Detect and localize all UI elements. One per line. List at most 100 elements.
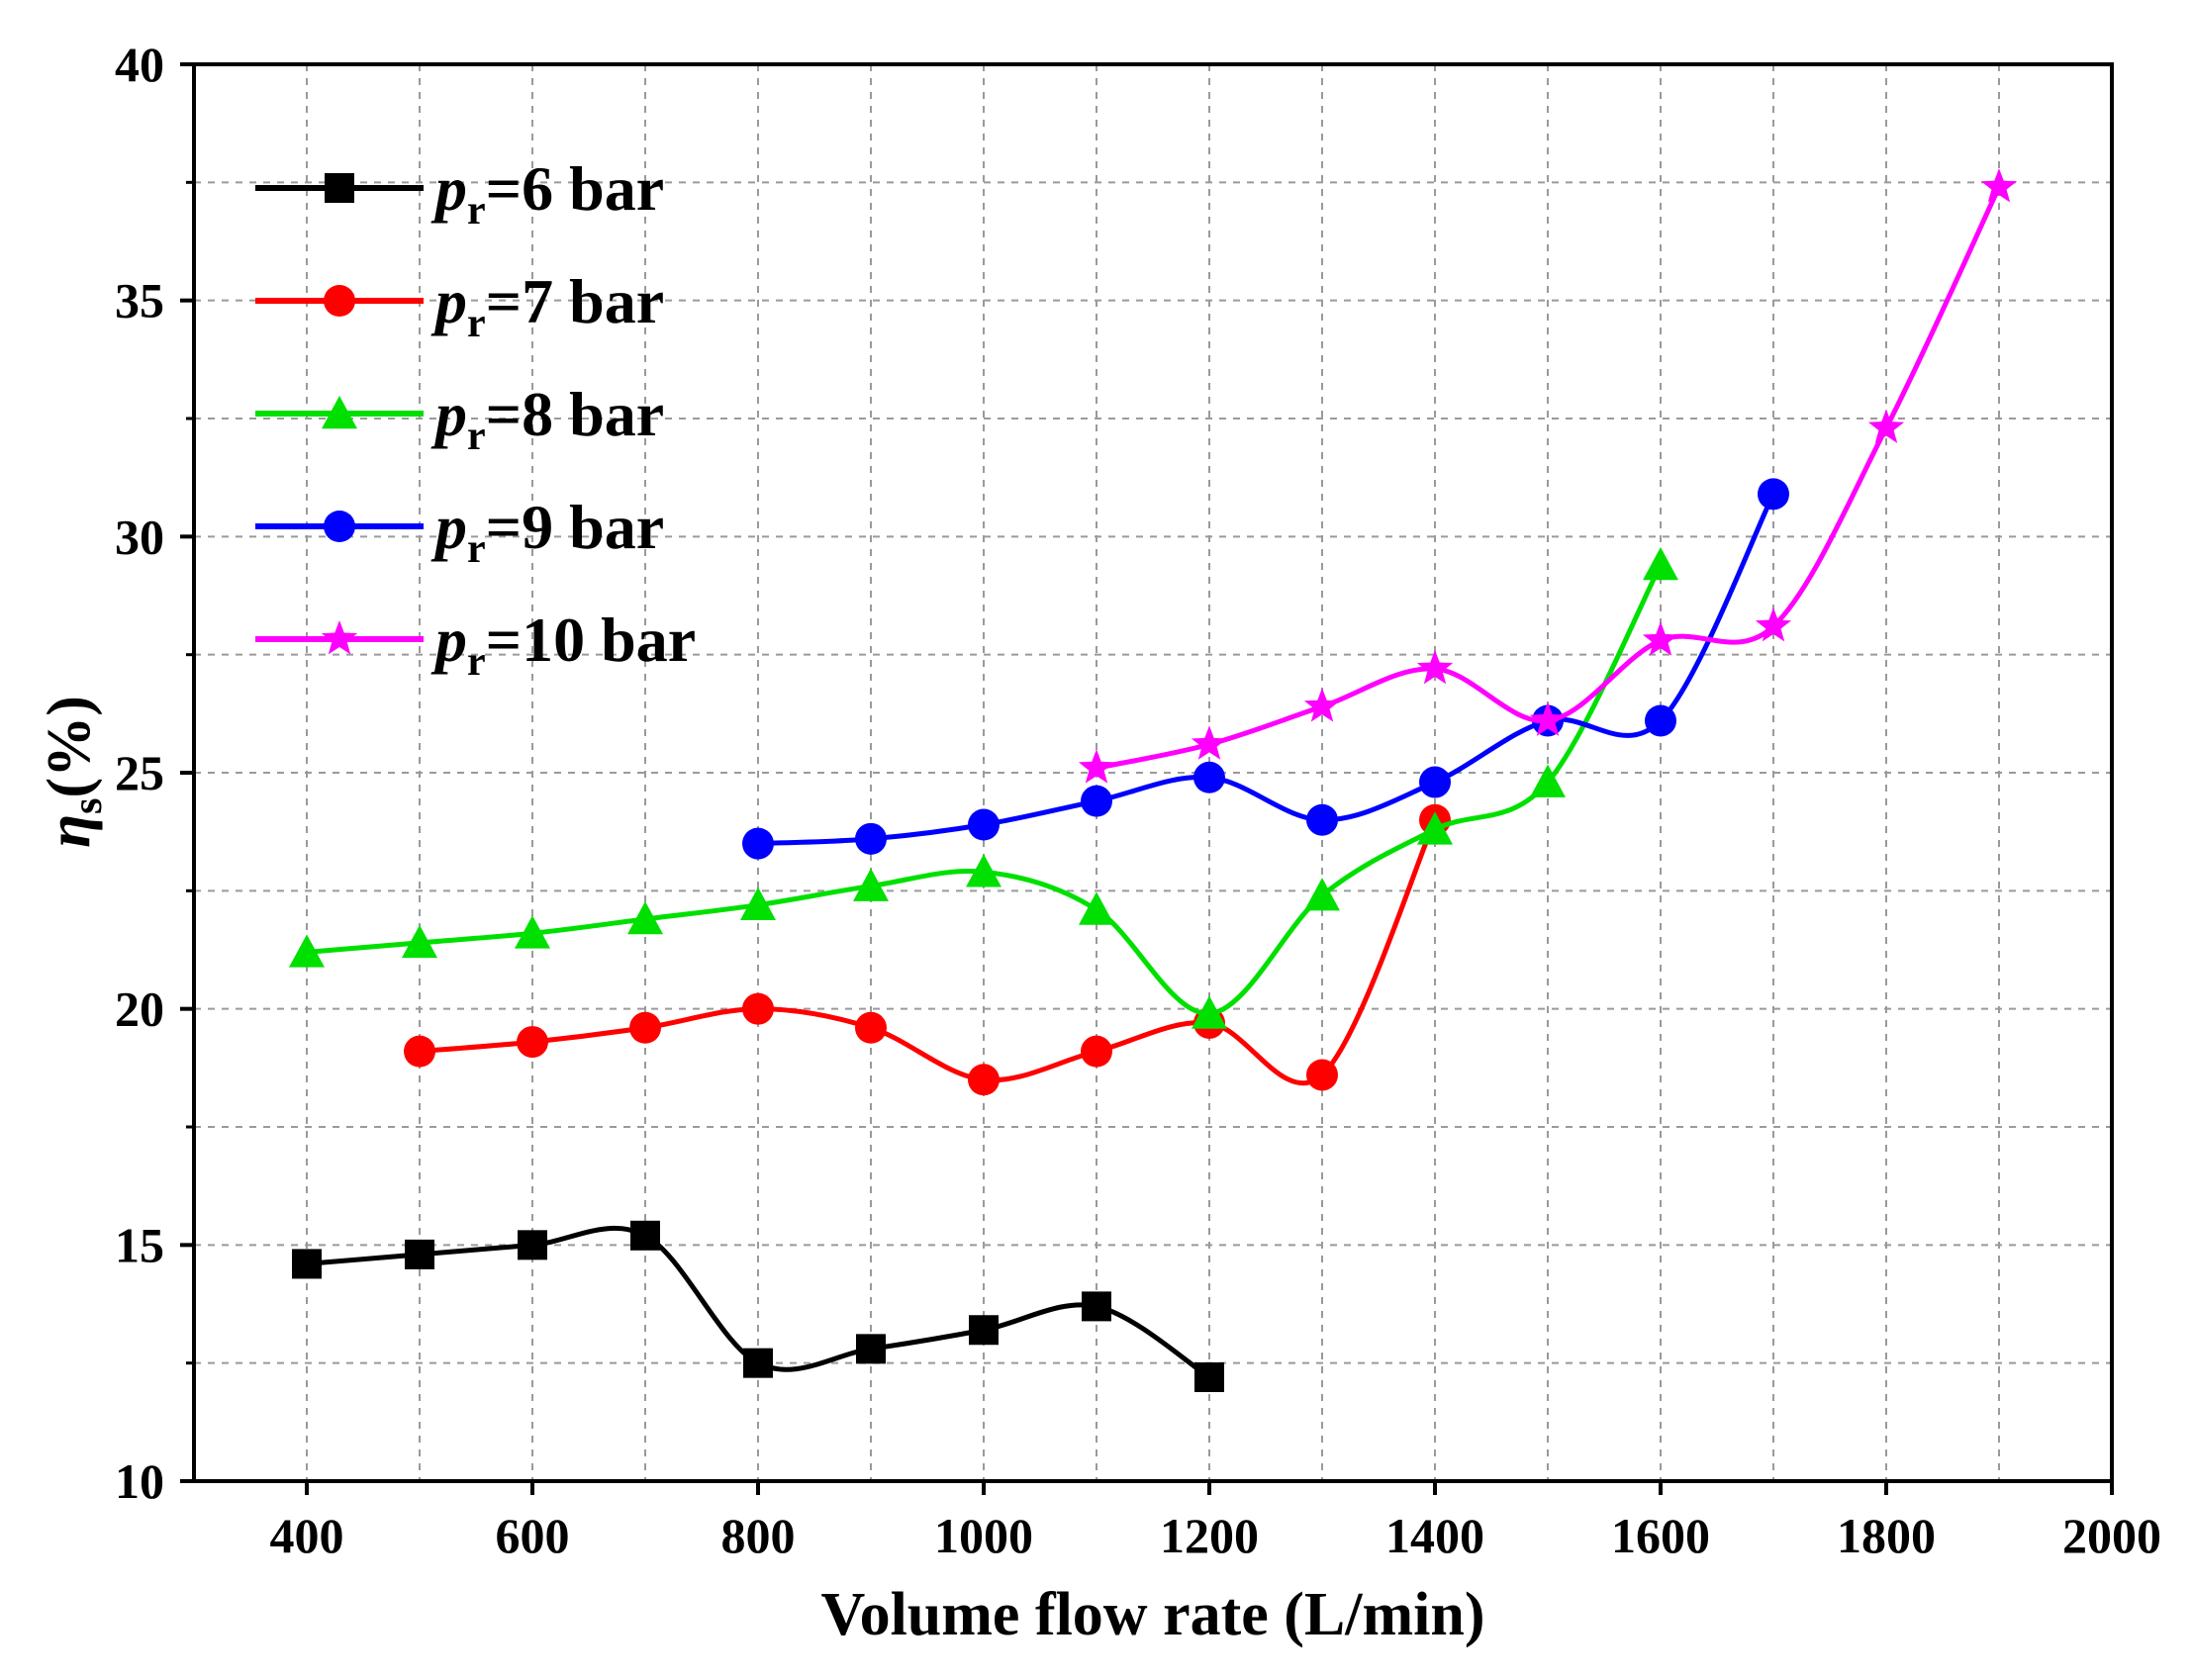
series-line [306, 563, 1664, 1016]
data-point [1642, 621, 1679, 656]
data-point [855, 1011, 887, 1044]
data-point [1530, 764, 1566, 797]
x-tick-label: 1400 [1385, 1508, 1484, 1563]
legend-label-symbol: p [430, 266, 467, 336]
data-point [292, 1249, 322, 1279]
x-tick-label: 1000 [934, 1508, 1033, 1563]
data-point [629, 1011, 661, 1044]
legend-label-value: =10 bar [486, 605, 696, 675]
x-tick-label: 400 [270, 1508, 344, 1563]
data-point [1306, 1059, 1338, 1091]
x-tick-label: 600 [496, 1508, 570, 1563]
legend-label-value: =9 bar [486, 492, 664, 562]
data-point [1306, 803, 1338, 836]
legend-label: pr=9 bar [430, 492, 664, 572]
data-point [1643, 546, 1678, 581]
data-point [517, 1026, 548, 1059]
legend-label: pr=10 bar [430, 605, 696, 685]
data-point [1078, 749, 1115, 784]
x-tick-label: 800 [721, 1508, 796, 1563]
series-line [419, 818, 1438, 1086]
y-tick-label: 35 [115, 273, 164, 328]
legend-item-4: pr=9 bar [255, 492, 664, 572]
data-point [966, 854, 1001, 887]
data-point [1082, 1291, 1111, 1322]
data-point [630, 1220, 660, 1251]
data-point [1191, 725, 1228, 760]
legend-label-value: =7 bar [486, 266, 664, 336]
data-point [968, 808, 1000, 841]
data-point [1419, 766, 1451, 798]
data-point [742, 827, 774, 860]
series-3 [289, 546, 1678, 1029]
legend-label-subscript: r [467, 526, 486, 572]
x-tick-label: 1800 [1837, 1508, 1936, 1563]
legend-item-2: pr=7 bar [255, 266, 664, 346]
y-tick-label: 20 [115, 981, 164, 1037]
legend-label-symbol: p [430, 153, 467, 224]
x-axis-title: Volume flow rate (L/min) [820, 1581, 1484, 1648]
data-point [405, 1239, 434, 1269]
y-tick-label: 15 [115, 1217, 164, 1272]
y-tick-label: 10 [115, 1453, 164, 1509]
x-tick-label: 2000 [2062, 1508, 2161, 1563]
grid [194, 64, 2112, 1481]
data-point [1192, 995, 1227, 1029]
legend-label: pr=8 bar [430, 379, 664, 459]
data-point [1980, 168, 2018, 203]
y-axis-symbol: η [36, 814, 103, 848]
data-point [518, 1230, 547, 1260]
legend-item-1: pr=6 bar [255, 153, 664, 233]
data-point [627, 900, 663, 935]
legend-label-symbol: p [430, 605, 467, 675]
legend-label-subscript: r [467, 188, 486, 233]
data-point [402, 924, 437, 959]
data-point [1529, 701, 1567, 736]
data-point [1417, 811, 1453, 845]
legend-marker [322, 396, 357, 429]
data-point [289, 934, 325, 968]
legend-label: pr=7 bar [430, 266, 664, 346]
series-4 [742, 478, 1789, 860]
series-1 [292, 1220, 1224, 1392]
legend-label-symbol: p [430, 379, 467, 449]
data-point [1079, 891, 1114, 925]
data-point [1755, 607, 1792, 642]
data-point [1081, 1035, 1112, 1068]
data-point [742, 992, 774, 1025]
data-point [1758, 478, 1789, 511]
data-point [853, 868, 889, 901]
y-tick-label: 30 [115, 509, 164, 564]
legend-label-subscript: r [467, 414, 486, 459]
legend-label-value: =8 bar [486, 379, 664, 449]
series-layer [289, 168, 2018, 1392]
axis-ticks: 400 600 800 1000 1200 1400 1600 1800 2000 10 15 20 2… [115, 37, 2161, 1563]
legend-marker [324, 511, 355, 542]
data-point [1081, 785, 1112, 817]
legend-marker [325, 173, 354, 203]
series-5 [1078, 168, 2018, 784]
data-point [1193, 761, 1225, 793]
x-tick-label: 1200 [1160, 1508, 1259, 1563]
y-axis-title: ηs(%) [36, 696, 111, 848]
data-point [515, 915, 550, 949]
data-point [1867, 409, 1905, 443]
legend-label-subscript: r [467, 301, 486, 346]
data-point [1303, 688, 1341, 722]
legend-label-value: =6 bar [486, 153, 664, 224]
data-point [1645, 704, 1676, 737]
data-point [969, 1315, 999, 1346]
data-point [855, 822, 887, 855]
legend-item-5: pr=10 bar [255, 605, 696, 685]
data-point [743, 1348, 773, 1378]
x-tick-label: 1600 [1611, 1508, 1710, 1563]
legend-item-3: pr=8 bar [255, 379, 664, 459]
data-point [1304, 878, 1340, 911]
y-axis-unit: (%) [36, 696, 103, 797]
legend-marker [321, 620, 358, 655]
legend-label-subscript: r [467, 639, 486, 685]
legend-label: pr=6 bar [430, 153, 664, 233]
data-point [1416, 650, 1454, 685]
